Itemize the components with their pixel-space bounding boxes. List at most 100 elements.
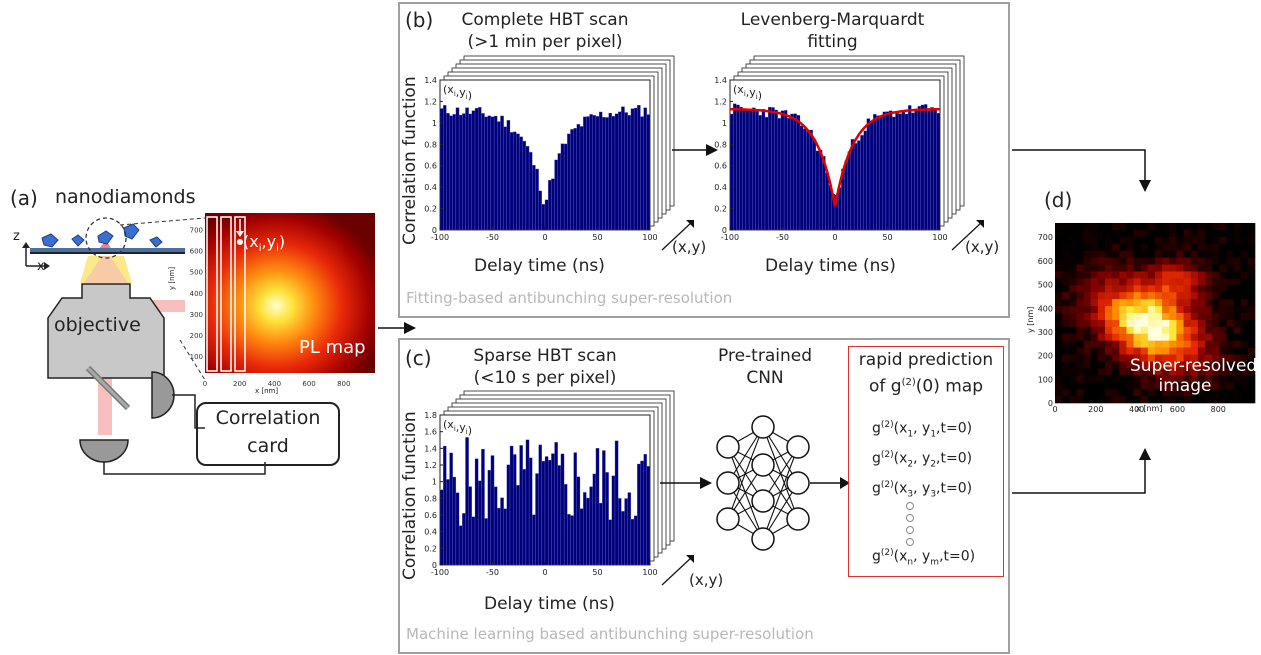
sr-pixel xyxy=(1083,257,1092,265)
hist-bar xyxy=(608,519,612,566)
prediction-ellipsis-dots xyxy=(906,502,914,546)
sr-pixel xyxy=(1076,243,1084,251)
hist-bar xyxy=(646,466,651,566)
sr-pixel xyxy=(1126,264,1134,272)
sr-pixel xyxy=(1062,361,1070,369)
sr-pixel xyxy=(1105,243,1113,251)
y-tick-label: 0 xyxy=(432,561,437,570)
sr-pixel xyxy=(1240,347,1249,355)
sr-pixel xyxy=(1205,271,1213,279)
sr-pixel xyxy=(1197,333,1206,341)
hist-bar xyxy=(522,140,527,231)
sr-pixel xyxy=(1205,361,1213,369)
hist-bar xyxy=(449,452,453,566)
sr-pixel xyxy=(1212,313,1220,321)
sr-pixel xyxy=(1126,361,1134,369)
sr-pixel xyxy=(1212,389,1220,397)
sr-pixel xyxy=(1219,271,1227,279)
sr-pixel xyxy=(1083,333,1092,341)
sr-pixel xyxy=(1055,257,1063,265)
sr-pixel xyxy=(1133,264,1142,272)
sr-pixel xyxy=(1247,389,1256,397)
sr-pixel xyxy=(1147,292,1156,300)
hist-bar xyxy=(882,111,887,231)
sr-pixel xyxy=(1076,340,1084,348)
sr-pixel xyxy=(1119,347,1127,355)
hist-bar xyxy=(892,116,896,231)
sr-pixel xyxy=(1205,347,1213,355)
hist-bar xyxy=(637,105,641,231)
sr-pixel xyxy=(1062,347,1070,355)
sr-pixel xyxy=(1226,389,1234,397)
sr-pixel xyxy=(1097,347,1106,355)
sr-pixel xyxy=(1226,257,1234,265)
sr-pixel xyxy=(1183,313,1192,321)
sr-pixel xyxy=(1197,389,1206,397)
sr-pixel xyxy=(1190,243,1199,251)
sr-pixel xyxy=(1212,229,1220,238)
pl-map-ylabel: y [nm] xyxy=(168,266,176,290)
sr-pixel xyxy=(1126,313,1134,321)
sr-pixel xyxy=(1069,299,1077,307)
pl-x-tick-label: 0 xyxy=(203,380,207,388)
cnn-network-diagram xyxy=(660,415,850,551)
hist-bar xyxy=(745,109,750,231)
sr-pixel xyxy=(1169,368,1177,376)
sr-pixel xyxy=(1155,264,1163,272)
sr-pixel xyxy=(1162,319,1170,328)
sr-pixel xyxy=(1219,285,1227,293)
sr-pixel xyxy=(1140,361,1149,369)
hist-bar xyxy=(777,118,782,231)
hist-bar xyxy=(787,118,791,231)
panel-c-frame xyxy=(398,338,1010,654)
sr-pixel xyxy=(1112,354,1120,362)
hist-bar xyxy=(602,116,606,231)
nanodiamond-icon xyxy=(149,236,163,248)
sr-pixel xyxy=(1183,368,1192,376)
sr-pixel xyxy=(1197,313,1206,321)
sr-pixel xyxy=(1133,278,1142,286)
sr-pixel xyxy=(1147,257,1156,265)
sr-pixel xyxy=(1126,306,1134,314)
sr-pixel xyxy=(1119,340,1127,348)
sr-pixel xyxy=(1112,306,1120,314)
sr-pixel xyxy=(1155,223,1163,231)
hist-bar xyxy=(643,107,647,231)
sr-pixel xyxy=(1219,396,1227,404)
sr-pixel xyxy=(1126,278,1134,286)
hist-bar xyxy=(633,107,638,231)
hist-bar xyxy=(576,124,581,231)
sr-pixel xyxy=(1247,347,1256,355)
x-tick-label: 100 xyxy=(932,233,947,242)
sr-pixel xyxy=(1083,250,1092,258)
super-resolved-image: 0 100 200 300 400 500 600 700 0 200 400 600 800 xyxy=(1038,223,1256,414)
sr-pixel xyxy=(1112,264,1120,272)
sr-pixel xyxy=(1190,354,1199,362)
sr-pixel xyxy=(1069,236,1077,245)
sr-pixel xyxy=(1062,229,1070,238)
cnn-node xyxy=(716,435,740,459)
hist-bar xyxy=(595,447,600,566)
sr-pixel xyxy=(1190,326,1199,335)
sr-pixel xyxy=(1119,306,1127,314)
sr-pixel xyxy=(1147,333,1156,341)
sr-pixel xyxy=(1212,299,1220,307)
sr-pixel xyxy=(1069,396,1077,404)
fit-curve xyxy=(730,107,940,207)
hist-bar xyxy=(506,120,511,231)
sr-pixel xyxy=(1162,257,1170,265)
sr-pixel xyxy=(1055,264,1063,272)
sr-pixel xyxy=(1055,375,1063,383)
sr-pixel xyxy=(1083,326,1092,335)
pl-x-tick-label: 200 xyxy=(233,380,246,388)
hist-bar xyxy=(605,117,609,231)
sr-pixel xyxy=(1247,285,1256,293)
sr-pixel xyxy=(1233,354,1242,362)
sr-pixel xyxy=(1076,250,1084,258)
sr-pixel xyxy=(1105,389,1113,397)
panel-b-right-title-2: fitting xyxy=(807,32,858,52)
sr-pixel xyxy=(1176,229,1184,238)
x-tick-label: 0 xyxy=(542,233,547,242)
sr-pixel xyxy=(1155,389,1163,397)
sr-pixel xyxy=(1190,292,1199,300)
